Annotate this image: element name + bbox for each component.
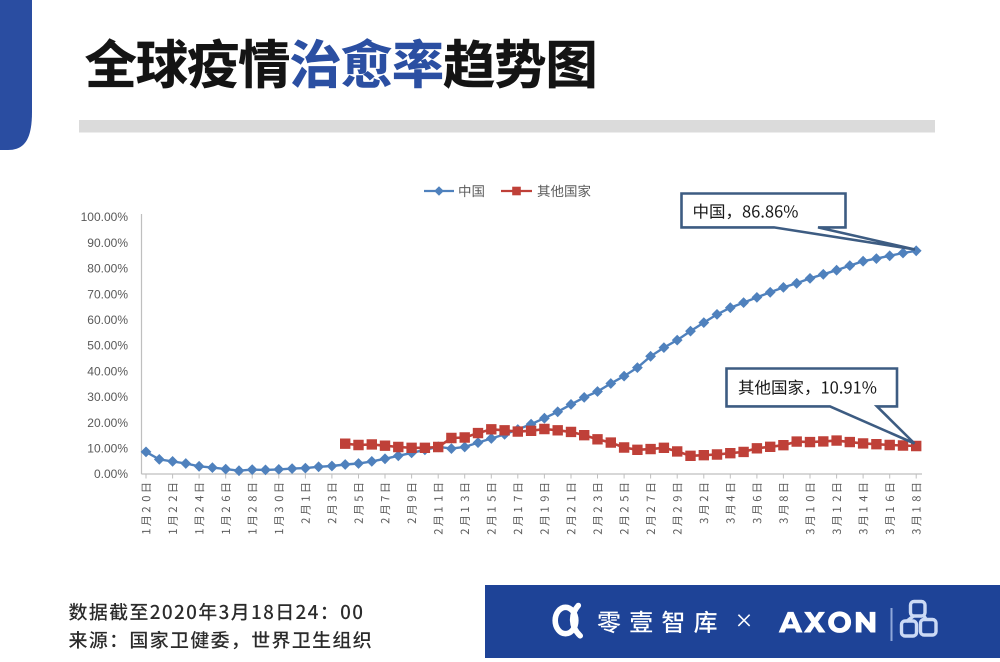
svg-text:0.00%: 0.00%	[94, 467, 128, 481]
svg-text:50.00%: 50.00%	[87, 339, 128, 353]
svg-text:100.00%: 100.00%	[81, 210, 129, 224]
svg-text:70.00%: 70.00%	[87, 287, 128, 301]
svg-text:10.00%: 10.00%	[87, 442, 128, 456]
svg-text:60.00%: 60.00%	[87, 313, 128, 327]
svg-text:40.00%: 40.00%	[87, 364, 128, 378]
svg-text:90.00%: 90.00%	[87, 236, 128, 250]
svg-text:80.00%: 80.00%	[87, 262, 128, 276]
svg-text:20.00%: 20.00%	[87, 416, 128, 430]
svg-text:30.00%: 30.00%	[87, 390, 128, 404]
